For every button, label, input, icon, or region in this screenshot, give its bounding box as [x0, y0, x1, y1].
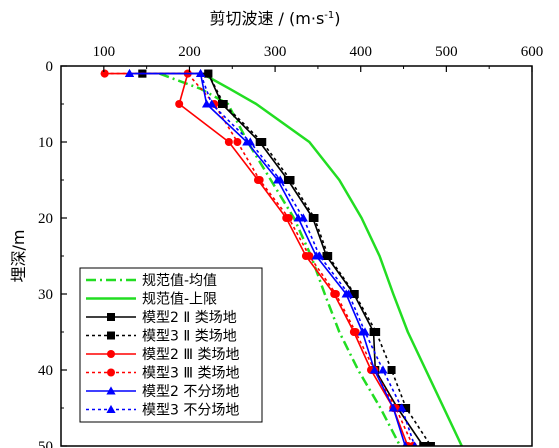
data-point [344, 289, 354, 298]
data-point [175, 100, 184, 108]
legend-box [79, 267, 263, 423]
data-point [224, 138, 233, 146]
legend-marker [107, 368, 115, 377]
series-2 [201, 72, 463, 446]
legend-label: 模型3 不分场地 [142, 403, 239, 419]
y-tick-label: 10 [38, 135, 53, 151]
data-point [195, 69, 206, 78]
data-point [310, 214, 319, 222]
x-axis-title-sup: -1 [324, 10, 334, 21]
data-point [298, 213, 308, 222]
legend-label: 模型3 Ⅲ 类场地 [142, 366, 239, 382]
series-line [104, 72, 409, 446]
series-line [201, 72, 463, 446]
legend-entry: 模型3 Ⅱ 类场地 [86, 329, 237, 345]
x-tick-label: 400 [349, 44, 372, 60]
x-tick-label: 100 [93, 44, 116, 60]
data-point [207, 99, 217, 108]
data-point [204, 69, 213, 78]
x-axis-title: 剪切波速 / (m·s-1) [209, 9, 340, 28]
series-line [129, 72, 407, 446]
data-point [100, 69, 109, 78]
legend-entry: 模型3 Ⅲ 类场地 [86, 366, 239, 382]
legend-label: 模型3 Ⅱ 类场地 [142, 329, 237, 345]
data-point [419, 442, 428, 446]
data-point [124, 69, 135, 78]
legend-label: 规范值-均值 [142, 272, 217, 289]
data-point [324, 252, 333, 260]
legend-marker [107, 313, 115, 321]
plot-layer [100, 69, 463, 446]
legend-marker [106, 386, 116, 395]
data-point [351, 328, 360, 336]
data-point [305, 252, 314, 260]
data-point [397, 403, 407, 412]
x-tick-label: 500 [435, 44, 458, 60]
series-line [142, 72, 424, 446]
data-point [258, 138, 267, 146]
legend-label: 规范值-上限 [142, 291, 217, 308]
series-8 [124, 69, 418, 446]
data-point [233, 138, 242, 146]
y-tick-label: 20 [38, 211, 53, 227]
data-point [275, 175, 285, 184]
data-point [284, 214, 293, 222]
data-point [372, 328, 381, 336]
data-point [219, 100, 228, 108]
legend-entry: 规范值-上限 [86, 291, 217, 308]
y-tick-label: 50 [38, 439, 53, 448]
legend-entry: 模型2 Ⅲ 类场地 [86, 347, 239, 363]
data-point [402, 404, 411, 412]
data-point [387, 366, 396, 374]
series-line [129, 72, 416, 446]
y-axis-title: 埋深/m [9, 230, 28, 283]
data-point [245, 137, 255, 146]
y-tick-label: 30 [38, 287, 53, 303]
data-point [412, 441, 418, 446]
data-point [426, 442, 435, 446]
series-4 [138, 69, 435, 446]
x-tick-label: 200 [178, 44, 201, 60]
legend-marker [107, 331, 115, 340]
series-line [142, 72, 432, 446]
legend-entry: 模型3 不分场地 [86, 403, 239, 419]
y-tick-label: 40 [38, 363, 53, 379]
y-tick-label: 0 [46, 59, 54, 75]
legend-entry: 模型2 不分场地 [86, 384, 239, 400]
series-group [100, 69, 463, 446]
legend-label: 模型2 Ⅲ 类场地 [142, 347, 239, 363]
legend-marker [106, 404, 116, 413]
legend-label: 模型2 不分场地 [142, 384, 239, 400]
axes-layer: 100 200 300 400 500 600 0 10 20 30 40 50 [38, 44, 543, 448]
data-point [402, 441, 408, 446]
x-axis-title-main: 剪切波速 / (m·s [209, 9, 324, 28]
data-point [369, 365, 380, 374]
data-point [350, 290, 359, 298]
legend-entry: 模型2 Ⅱ 类场地 [86, 310, 237, 326]
data-point [315, 251, 325, 260]
data-point [255, 176, 264, 184]
legend-marker [107, 350, 115, 358]
data-point [378, 365, 388, 374]
data-point [360, 327, 370, 336]
legend-label: 模型2 Ⅱ 类场地 [142, 310, 237, 326]
data-point [388, 403, 398, 412]
x-tick-label: 300 [264, 44, 287, 60]
x-tick-label: 600 [521, 44, 544, 60]
data-point [286, 176, 295, 184]
data-point [331, 290, 340, 298]
legend-entry: 规范值-均值 [86, 272, 217, 289]
x-axis-title-end: ) [334, 9, 340, 28]
